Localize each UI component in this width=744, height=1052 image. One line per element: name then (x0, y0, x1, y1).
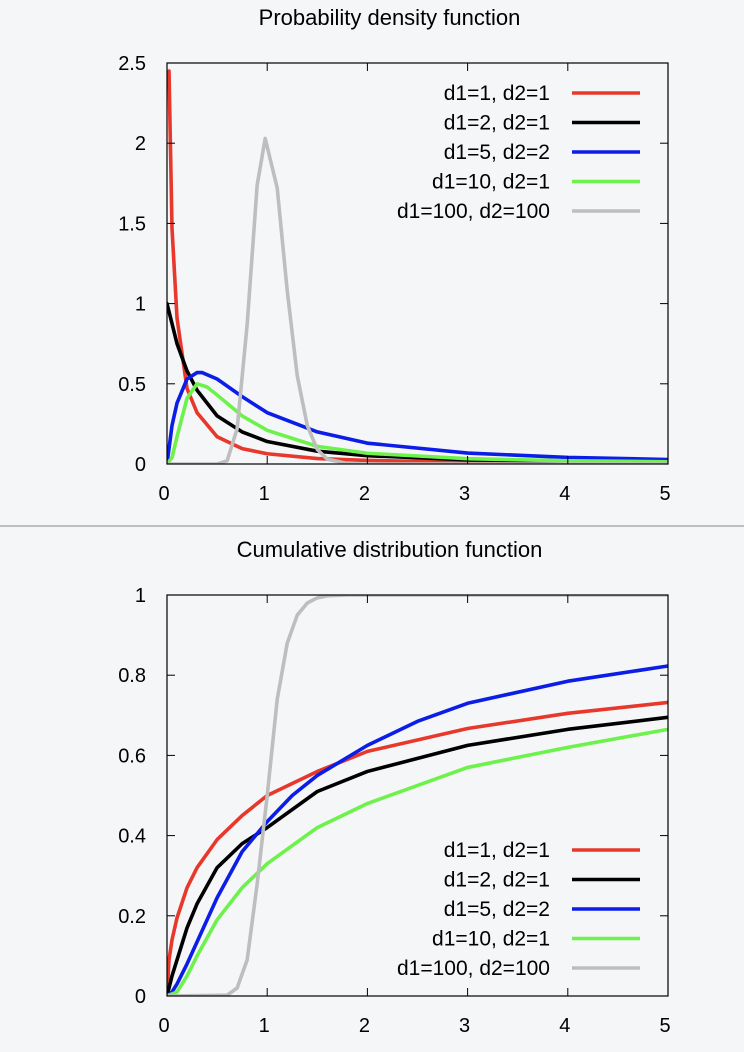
series-line-0 (167, 69, 668, 464)
series-line-4 (167, 595, 668, 996)
y-tick-label: 0.5 (118, 374, 146, 396)
x-tick-label: 1 (259, 1015, 270, 1037)
series-line-3 (167, 381, 668, 464)
x-tick-label: 2 (359, 483, 370, 505)
legend: d1=1, d2=1 d1=2, d2=1 d1=5, d2=2 d1=10, d2=… (397, 839, 640, 980)
x-tick-label: 2 (359, 1015, 370, 1037)
chart-title: Probability density function (259, 5, 521, 30)
series-line-1 (167, 715, 668, 996)
y-tick-label: 1 (135, 585, 146, 607)
x-tick-label: 5 (659, 483, 670, 505)
legend-label: d1=1, d2=1 (444, 82, 550, 105)
y-tick-label: 0.6 (118, 745, 146, 767)
x-tick-label: 1 (259, 483, 270, 505)
legend-label: d1=100, d2=100 (397, 957, 550, 980)
x-tick-label: 3 (459, 1015, 470, 1037)
legend-label: d1=1, d2=1 (444, 839, 550, 862)
x-tick-label: 5 (659, 1015, 670, 1037)
cdf-panel: Cumulative distribution function 0 1 2 3 4 5 0 0… (118, 537, 670, 1037)
series-line-0 (167, 700, 668, 996)
series-line-2 (167, 664, 668, 996)
plot-frame (166, 62, 669, 465)
x-tick-label: 4 (559, 1015, 570, 1037)
legend-label: d1=2, d2=1 (444, 112, 550, 135)
y-tick-label: 1.5 (118, 213, 146, 235)
legend-label: d1=5, d2=2 (444, 898, 550, 921)
legend-label: d1=2, d2=1 (444, 869, 550, 892)
chart-title: Cumulative distribution function (237, 537, 543, 562)
y-tick-label: 0.8 (118, 665, 146, 687)
series-line-2 (167, 370, 668, 464)
legend-label: d1=100, d2=100 (397, 200, 550, 223)
x-tick-label: 0 (158, 483, 169, 505)
plot-frame (166, 594, 669, 997)
y-tick-label: 0.4 (118, 826, 146, 848)
x-tick-label: 4 (559, 483, 570, 505)
legend-label: d1=10, d2=1 (432, 928, 550, 951)
legend-label: d1=5, d2=2 (444, 141, 550, 164)
y-tick-label: 0 (135, 454, 146, 476)
y-tick-label: 0 (135, 986, 146, 1008)
pdf-panel: Probability density function 0 1 2 3 4 5 0 0.5 1 1… (118, 5, 670, 505)
legend-label: d1=10, d2=1 (432, 171, 550, 194)
y-tick-label: 1 (135, 294, 146, 316)
series-line-3 (167, 727, 668, 996)
legend: d1=1, d2=1 d1=2, d2=1 d1=5, d2=2 d1=10, d2=… (397, 82, 640, 223)
x-tick-label: 3 (459, 483, 470, 505)
y-tick-label: 0.2 (118, 906, 146, 928)
y-tick-label: 2 (135, 133, 146, 155)
y-tick-label: 2.5 (118, 53, 146, 75)
x-tick-label: 0 (158, 1015, 169, 1037)
